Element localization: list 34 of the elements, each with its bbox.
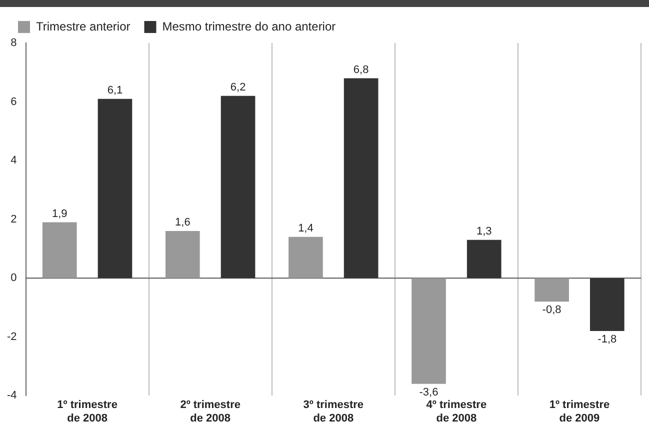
y-tick-label: 0 [10, 272, 17, 284]
data-label: -1,8 [598, 333, 617, 346]
bar [98, 98, 132, 278]
data-label: 6,2 [230, 81, 246, 94]
bar [165, 231, 200, 278]
y-tick-label: 2 [10, 213, 17, 226]
bar [412, 278, 446, 384]
bar [344, 78, 378, 278]
bar [42, 222, 77, 278]
y-tick-label: -4 [7, 390, 17, 402]
x-tick-label: 1º trimestre de 2009 [549, 399, 610, 424]
data-label: 6,8 [353, 64, 369, 76]
legend-label: Trimestre anterior [36, 19, 130, 34]
y-tick-label: 4 [10, 154, 17, 167]
data-label: 1,3 [476, 225, 492, 238]
y-tick-label: -2 [7, 330, 17, 343]
bar [220, 96, 256, 278]
bar [534, 278, 569, 302]
data-label: 1,4 [298, 222, 314, 234]
data-label: -3,6 [419, 386, 438, 398]
y-tick-label: 6 [10, 96, 17, 108]
bar [590, 278, 624, 331]
bar [466, 240, 502, 278]
bar [288, 236, 323, 278]
data-label: 6,1 [107, 84, 123, 96]
data-label: 1,9 [52, 208, 68, 220]
x-tick-label: 3º trimestre de 2008 [303, 399, 364, 424]
x-tick-label: 1º trimestre de 2008 [57, 399, 118, 424]
legend-label: Mesmo trimestre do ano anterior [162, 19, 336, 34]
x-tick-label: 4º trimestre de 2008 [426, 399, 487, 424]
x-tick-label: 2º trimestre de 2008 [180, 399, 240, 424]
data-label: -0,8 [542, 304, 562, 316]
y-tick-label: 8 [10, 37, 17, 50]
data-label: 1,6 [175, 216, 190, 229]
